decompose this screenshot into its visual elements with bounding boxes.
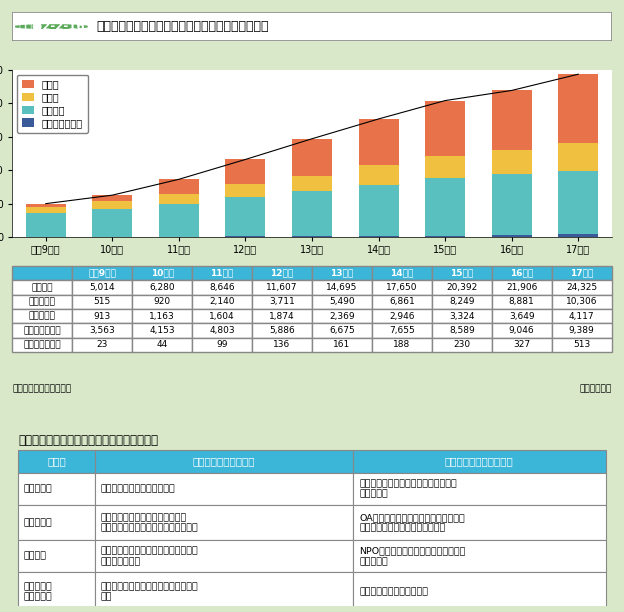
- Text: 具体的な教授内容の例: 具体的な教授内容の例: [193, 457, 255, 466]
- FancyBboxPatch shape: [19, 473, 95, 505]
- Bar: [292, 192, 332, 236]
- FancyBboxPatch shape: [353, 450, 605, 473]
- FancyBboxPatch shape: [95, 473, 353, 505]
- Text: 臨床医学，公衆衛生，リハビリテーシ
ョン: 臨床医学，公衆衛生，リハビリテーシ ョン: [101, 582, 198, 602]
- Bar: [558, 234, 598, 237]
- Text: コンピューターグラフィックス，
エアロビクス，茶道・華道，古典芸能: コンピューターグラフィックス， エアロビクス，茶道・華道，古典芸能: [101, 513, 198, 532]
- FancyBboxPatch shape: [19, 540, 95, 572]
- Text: OAインストラクター，スポーツインス
トラクター，茶華道教授，能楽師: OAインストラクター，スポーツインス トラクター，茶華道教授，能楽師: [359, 513, 465, 532]
- Text: （単位：件）: （単位：件）: [579, 385, 612, 394]
- Bar: [558, 74, 598, 143]
- Bar: [359, 119, 399, 165]
- Bar: [26, 207, 66, 213]
- Bar: [425, 178, 465, 236]
- Bar: [159, 204, 199, 237]
- Text: 国際ボランティア，点字・手話，看護
実習，料理実習: 国際ボランティア，点字・手話，看護 実習，料理実習: [101, 547, 198, 566]
- Legend: 小学校, 中学校, 高等学校, 特殊教育諸学校: 小学校, 中学校, 高等学校, 特殊教育諸学校: [17, 75, 87, 133]
- Bar: [159, 193, 199, 204]
- Text: 高等学校: 高等学校: [23, 552, 46, 561]
- Bar: [26, 204, 66, 207]
- Text: 特別非常勤講師による具体的な教授内容の例: 特別非常勤講師による具体的な教授内容の例: [19, 434, 158, 447]
- Bar: [292, 236, 332, 237]
- FancyBboxPatch shape: [19, 572, 95, 611]
- FancyBboxPatch shape: [95, 450, 353, 473]
- Bar: [225, 160, 265, 184]
- Bar: [292, 139, 332, 176]
- Bar: [359, 165, 399, 185]
- Bar: [92, 201, 132, 209]
- Bar: [359, 236, 399, 237]
- Text: NPO職員，福祉施設職員，看護師，ホ
テル料理長: NPO職員，福祉施設職員，看護師，ホ テル料理長: [359, 547, 466, 566]
- Text: 中　学　校: 中 学 校: [23, 518, 52, 527]
- Bar: [425, 156, 465, 178]
- Bar: [26, 213, 66, 237]
- Text: 医師，薬剤師，理学療法士: 医師，薬剤師，理学療法士: [359, 587, 428, 596]
- Text: （資料）文部科学省調べ: （資料）文部科学省調べ: [12, 385, 72, 394]
- Bar: [225, 184, 265, 197]
- Bar: [92, 209, 132, 237]
- Text: 盲・聾・養
護　学　校: 盲・聾・養 護 学 校: [23, 582, 52, 602]
- Text: 特別非常勤講師の職業等: 特別非常勤講師の職業等: [445, 457, 514, 466]
- Bar: [558, 171, 598, 234]
- Bar: [225, 197, 265, 236]
- FancyBboxPatch shape: [95, 540, 353, 572]
- Circle shape: [16, 25, 87, 28]
- FancyBboxPatch shape: [353, 540, 605, 572]
- FancyBboxPatch shape: [19, 450, 95, 473]
- Bar: [492, 174, 532, 235]
- FancyBboxPatch shape: [353, 572, 605, 611]
- Bar: [558, 143, 598, 171]
- FancyBboxPatch shape: [353, 473, 605, 505]
- Bar: [159, 179, 199, 193]
- Text: 特別非常勤講師の活用状況と具体的な教授内容の例: 特別非常勤講師の活用状況と具体的な教授内容の例: [96, 20, 269, 33]
- Text: 図表●2-2-16: 図表●2-2-16: [18, 20, 85, 33]
- FancyBboxPatch shape: [95, 572, 353, 611]
- FancyBboxPatch shape: [353, 505, 605, 540]
- Bar: [92, 195, 132, 201]
- Bar: [492, 235, 532, 237]
- Bar: [292, 176, 332, 192]
- Bar: [425, 100, 465, 156]
- Text: 小　学　校: 小 学 校: [23, 485, 52, 493]
- Bar: [225, 236, 265, 237]
- Text: 学校種: 学校種: [47, 457, 66, 466]
- Text: 和太鼓，木材加工，ちぎり絵: 和太鼓，木材加工，ちぎり絵: [101, 485, 175, 493]
- FancyBboxPatch shape: [19, 505, 95, 540]
- FancyBboxPatch shape: [95, 505, 353, 540]
- Bar: [492, 150, 532, 174]
- Bar: [359, 185, 399, 236]
- FancyBboxPatch shape: [12, 12, 612, 41]
- Bar: [425, 236, 465, 237]
- Text: 和太鼓保存会指導者，木工所所長，町
民講座講師: 和太鼓保存会指導者，木工所所長，町 民講座講師: [359, 479, 457, 499]
- Bar: [492, 91, 532, 150]
